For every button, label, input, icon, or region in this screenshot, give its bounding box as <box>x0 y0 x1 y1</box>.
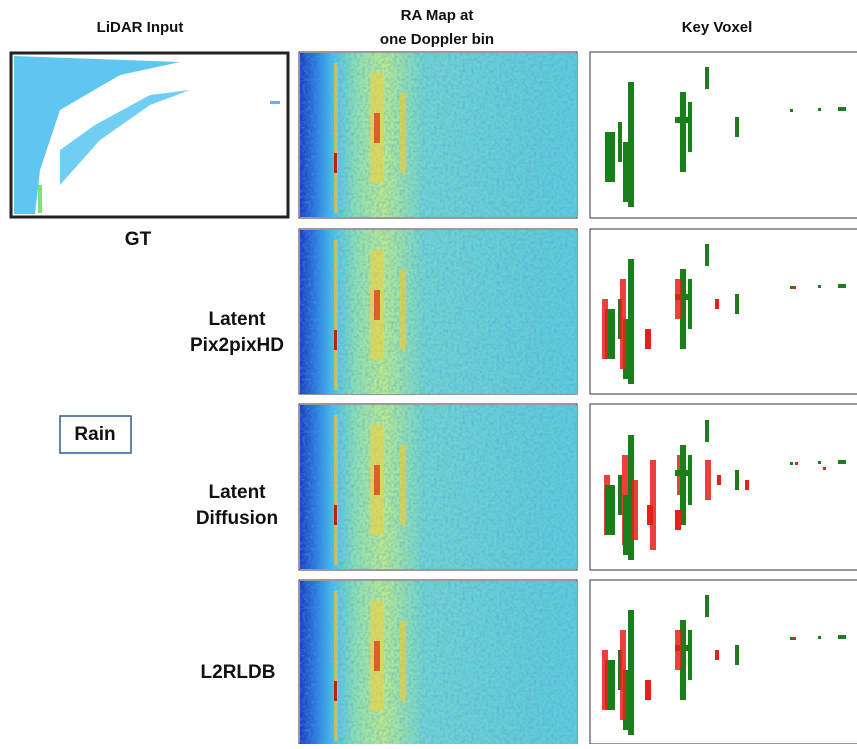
column-header: RA Map at <box>401 7 474 24</box>
column-header: one Doppler bin <box>380 31 494 48</box>
row-label: L2RLDB <box>201 662 276 683</box>
row-label: Diffusion <box>196 508 278 529</box>
row-label: Latent <box>209 309 267 330</box>
condition-box <box>59 415 132 454</box>
row-label: Pix2pixHD <box>190 335 284 356</box>
condition-label: Rain <box>74 424 115 445</box>
lidar-image <box>9 51 290 219</box>
ra-maps <box>298 51 578 744</box>
row-label: Latent <box>209 482 267 503</box>
row-label: GT <box>125 229 152 250</box>
voxel-plots <box>589 51 857 745</box>
column-header: Key Voxel <box>682 19 753 36</box>
column-header: LiDAR Input <box>97 19 184 36</box>
